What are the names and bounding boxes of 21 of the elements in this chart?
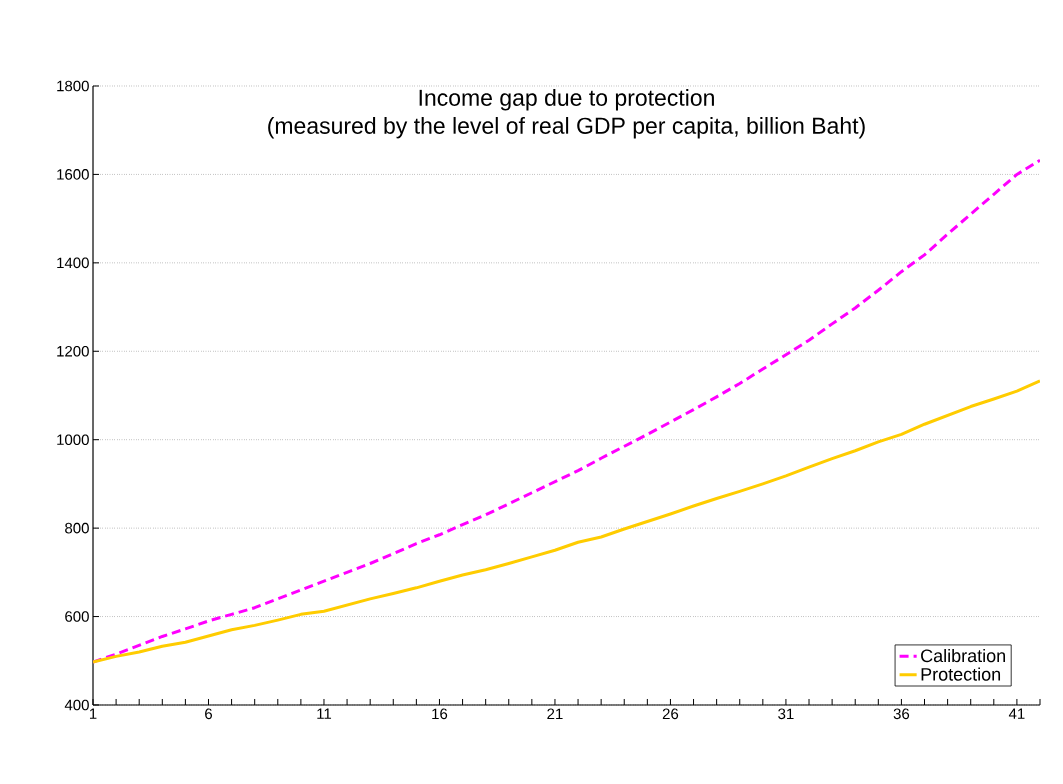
x-tick-label: 21 (547, 708, 563, 719)
chart-title: Income gap due to protection (419, 89, 714, 111)
x-tick-label: 26 (662, 708, 679, 720)
x-tick-label: 41 (1008, 708, 1025, 719)
x-tick-label: 1 (89, 708, 97, 719)
y-tick-label: 1800 (57, 80, 89, 92)
legend-label: Protection (921, 667, 1001, 681)
y-tick-label: 1600 (57, 169, 89, 180)
text: (measured by the level of real GDP per capita, billion Baht) (268, 117, 865, 139)
legend-label: Calibration (921, 648, 1006, 663)
x-tick-label: 6 (205, 708, 213, 720)
y-tick-label: 600 (65, 611, 89, 622)
x-tick-label: 36 (893, 708, 910, 720)
y-tick-label: 1200 (57, 345, 89, 357)
x-tick-label: 11 (317, 708, 332, 719)
y-tick-label: 1400 (57, 257, 89, 269)
x-tick-label: 16 (432, 708, 448, 720)
y-tick-label: 800 (65, 522, 89, 534)
y-tick-label: 400 (64, 699, 89, 711)
y-tick-label: 1000 (57, 434, 89, 446)
x-tick-label: 31 (778, 708, 794, 720)
